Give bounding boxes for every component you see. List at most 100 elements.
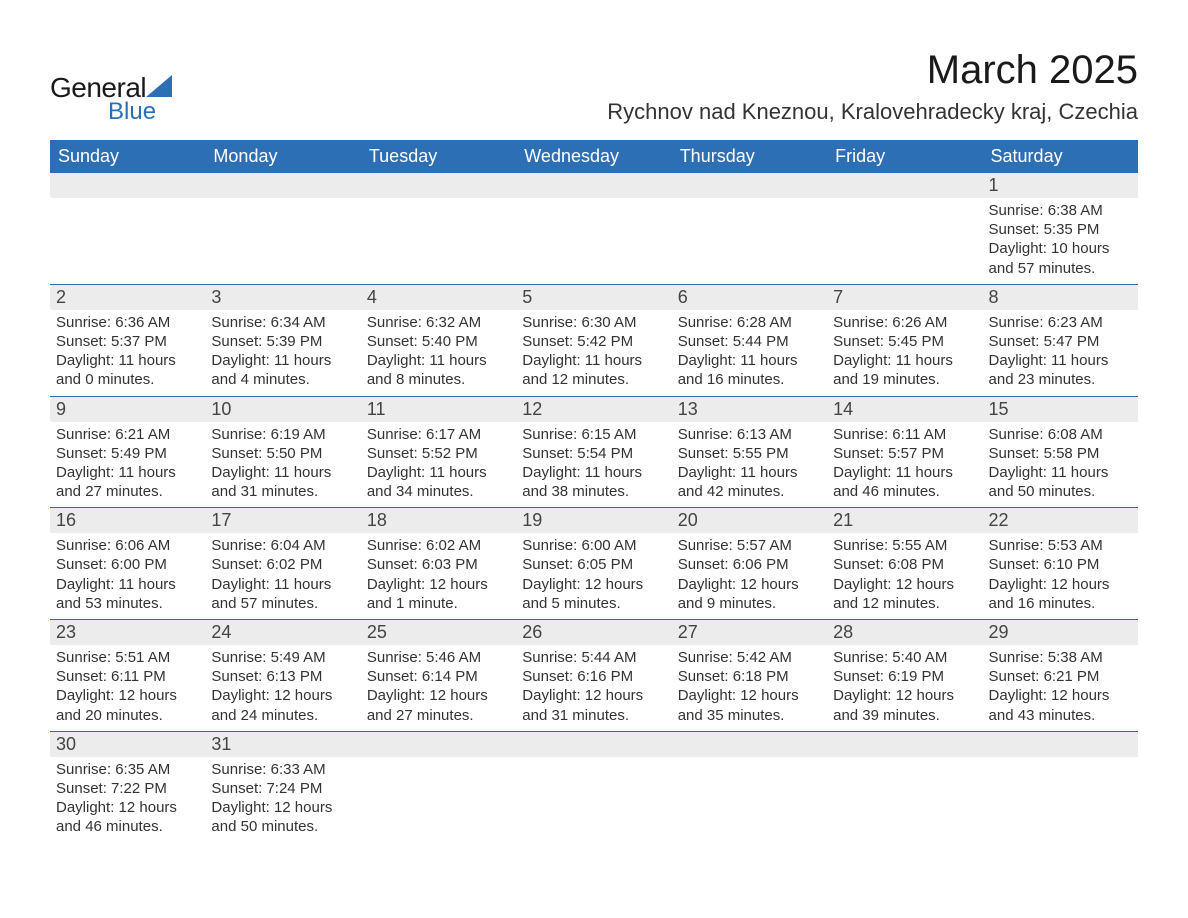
day-dl1: Daylight: 12 hours <box>56 798 199 817</box>
day-sunset: Sunset: 5:35 PM <box>989 220 1132 239</box>
day-sunrise: Sunrise: 6:08 AM <box>989 425 1132 444</box>
weekday-header: Thursday <box>672 140 827 173</box>
day-number <box>983 732 1138 757</box>
day-dl1: Daylight: 12 hours <box>989 575 1132 594</box>
day-dl1: Daylight: 11 hours <box>522 351 665 370</box>
day-sunrise: Sunrise: 6:30 AM <box>522 313 665 332</box>
day-number: 6 <box>672 285 827 310</box>
day-sunrise: Sunrise: 6:23 AM <box>989 313 1132 332</box>
day-dl1: Daylight: 12 hours <box>833 686 976 705</box>
day-cell: Sunrise: 6:17 AMSunset: 5:52 PMDaylight:… <box>361 422 516 508</box>
day-number: 28 <box>827 620 982 645</box>
day-cell: Sunrise: 6:13 AMSunset: 5:55 PMDaylight:… <box>672 422 827 508</box>
day-sunset: Sunset: 5:45 PM <box>833 332 976 351</box>
day-dl1: Daylight: 11 hours <box>211 351 354 370</box>
calendar-week: 1Sunrise: 6:38 AMSunset: 5:35 PMDaylight… <box>50 173 1138 284</box>
day-dl2: and 43 minutes. <box>989 706 1132 725</box>
day-sunset: Sunset: 6:18 PM <box>678 667 821 686</box>
day-dl2: and 31 minutes. <box>211 482 354 501</box>
day-number <box>205 173 360 198</box>
day-sunrise: Sunrise: 6:26 AM <box>833 313 976 332</box>
day-cell: Sunrise: 6:26 AMSunset: 5:45 PMDaylight:… <box>827 310 982 396</box>
day-dl2: and 8 minutes. <box>367 370 510 389</box>
day-dl2: and 57 minutes. <box>989 259 1132 278</box>
day-number: 8 <box>983 285 1138 310</box>
day-sunset: Sunset: 5:40 PM <box>367 332 510 351</box>
day-sunset: Sunset: 6:02 PM <box>211 555 354 574</box>
day-cell: Sunrise: 6:30 AMSunset: 5:42 PMDaylight:… <box>516 310 671 396</box>
day-number: 11 <box>361 397 516 422</box>
day-number: 31 <box>205 732 360 757</box>
day-sunset: Sunset: 6:03 PM <box>367 555 510 574</box>
day-sunrise: Sunrise: 5:42 AM <box>678 648 821 667</box>
day-cell: Sunrise: 5:51 AMSunset: 6:11 PMDaylight:… <box>50 645 205 731</box>
day-sunrise: Sunrise: 5:38 AM <box>989 648 1132 667</box>
day-dl2: and 42 minutes. <box>678 482 821 501</box>
day-dl1: Daylight: 12 hours <box>367 575 510 594</box>
day-sunset: Sunset: 5:58 PM <box>989 444 1132 463</box>
day-cell: Sunrise: 5:49 AMSunset: 6:13 PMDaylight:… <box>205 645 360 731</box>
day-sunset: Sunset: 5:54 PM <box>522 444 665 463</box>
day-dl2: and 50 minutes. <box>989 482 1132 501</box>
day-dl2: and 16 minutes. <box>678 370 821 389</box>
day-number: 21 <box>827 508 982 533</box>
day-number: 22 <box>983 508 1138 533</box>
weekday-header: Saturday <box>983 140 1138 173</box>
day-cell: Sunrise: 6:21 AMSunset: 5:49 PMDaylight:… <box>50 422 205 508</box>
day-dl1: Daylight: 11 hours <box>678 351 821 370</box>
day-cell: Sunrise: 6:06 AMSunset: 6:00 PMDaylight:… <box>50 533 205 619</box>
day-cell <box>361 198 516 284</box>
day-sunrise: Sunrise: 5:44 AM <box>522 648 665 667</box>
day-dl2: and 35 minutes. <box>678 706 821 725</box>
day-sunset: Sunset: 6:21 PM <box>989 667 1132 686</box>
calendar-week: 3031 Sunrise: 6:35 AMSunset: 7:22 PMDayl… <box>50 731 1138 843</box>
day-sunset: Sunset: 6:08 PM <box>833 555 976 574</box>
day-cell: Sunrise: 6:28 AMSunset: 5:44 PMDaylight:… <box>672 310 827 396</box>
day-cell: Sunrise: 6:15 AMSunset: 5:54 PMDaylight:… <box>516 422 671 508</box>
day-number: 30 <box>50 732 205 757</box>
day-sunset: Sunset: 5:52 PM <box>367 444 510 463</box>
day-dl1: Daylight: 12 hours <box>211 686 354 705</box>
day-cell: Sunrise: 6:23 AMSunset: 5:47 PMDaylight:… <box>983 310 1138 396</box>
day-dl2: and 50 minutes. <box>211 817 354 836</box>
day-sunset: Sunset: 6:13 PM <box>211 667 354 686</box>
day-sunrise: Sunrise: 6:34 AM <box>211 313 354 332</box>
day-number <box>672 173 827 198</box>
day-number: 3 <box>205 285 360 310</box>
day-dl2: and 31 minutes. <box>522 706 665 725</box>
day-dl2: and 4 minutes. <box>211 370 354 389</box>
day-number: 7 <box>827 285 982 310</box>
day-number <box>672 732 827 757</box>
location-subtitle: Rychnov nad Kneznou, Kralovehradecky kra… <box>607 99 1138 125</box>
day-number <box>361 173 516 198</box>
day-sunset: Sunset: 7:24 PM <box>211 779 354 798</box>
day-cell: Sunrise: 6:19 AMSunset: 5:50 PMDaylight:… <box>205 422 360 508</box>
day-cell <box>672 198 827 284</box>
day-number: 2 <box>50 285 205 310</box>
day-dl2: and 27 minutes. <box>367 706 510 725</box>
day-dl1: Daylight: 12 hours <box>56 686 199 705</box>
day-dl2: and 38 minutes. <box>522 482 665 501</box>
day-cell: Sunrise: 6:00 AMSunset: 6:05 PMDaylight:… <box>516 533 671 619</box>
day-cell <box>516 757 671 843</box>
day-dl1: Daylight: 11 hours <box>989 463 1132 482</box>
calendar-week: 9101112131415Sunrise: 6:21 AMSunset: 5:4… <box>50 396 1138 508</box>
month-title: March 2025 <box>607 48 1138 93</box>
day-dl2: and 46 minutes. <box>56 817 199 836</box>
day-sunset: Sunset: 6:11 PM <box>56 667 199 686</box>
day-sunset: Sunset: 5:47 PM <box>989 332 1132 351</box>
day-number: 29 <box>983 620 1138 645</box>
day-sunset: Sunset: 5:37 PM <box>56 332 199 351</box>
day-cell: Sunrise: 5:57 AMSunset: 6:06 PMDaylight:… <box>672 533 827 619</box>
day-cell <box>827 198 982 284</box>
day-number: 5 <box>516 285 671 310</box>
day-number <box>361 732 516 757</box>
day-sunrise: Sunrise: 6:36 AM <box>56 313 199 332</box>
day-cell: Sunrise: 6:08 AMSunset: 5:58 PMDaylight:… <box>983 422 1138 508</box>
day-cell <box>361 757 516 843</box>
day-dl1: Daylight: 11 hours <box>211 463 354 482</box>
day-number: 16 <box>50 508 205 533</box>
day-dl1: Daylight: 10 hours <box>989 239 1132 258</box>
day-sunrise: Sunrise: 6:15 AM <box>522 425 665 444</box>
day-sunrise: Sunrise: 6:32 AM <box>367 313 510 332</box>
